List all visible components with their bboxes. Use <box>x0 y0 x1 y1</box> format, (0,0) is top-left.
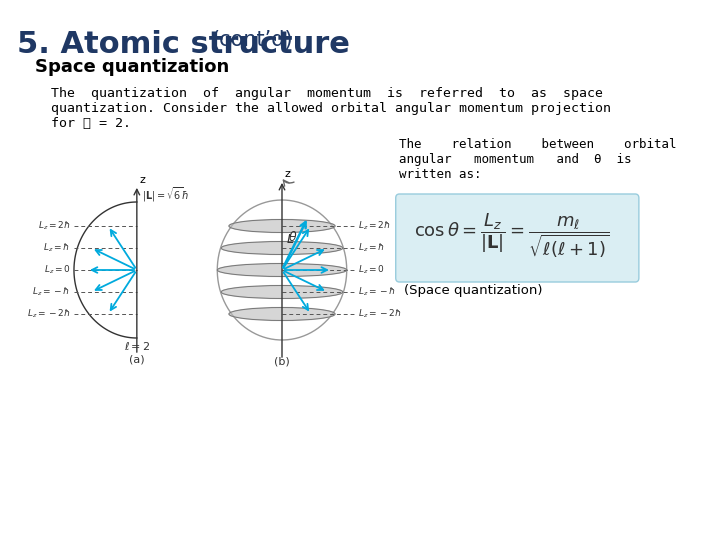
Text: $L_z=2\hbar$: $L_z=2\hbar$ <box>358 220 390 232</box>
Text: quantization. Consider the allowed orbital angular momentum projection: quantization. Consider the allowed orbit… <box>51 102 611 115</box>
Text: (Space quantization): (Space quantization) <box>404 284 543 297</box>
Text: (cont’d): (cont’d) <box>211 30 292 50</box>
Text: $L$: $L$ <box>286 233 294 246</box>
Text: z: z <box>285 169 291 179</box>
Text: The  quantization  of  angular  momentum  is  referred  to  as  space: The quantization of angular momentum is … <box>51 87 603 100</box>
Text: $L_z=-2\hbar$: $L_z=-2\hbar$ <box>358 308 401 320</box>
Ellipse shape <box>221 241 343 254</box>
Text: 5. Atomic structure: 5. Atomic structure <box>17 30 349 59</box>
Text: $L_z=\hbar$: $L_z=\hbar$ <box>43 242 71 254</box>
Ellipse shape <box>229 219 335 233</box>
Text: for ℓ = 2.: for ℓ = 2. <box>51 117 131 130</box>
Ellipse shape <box>221 286 343 299</box>
Text: $|\mathbf{L}|=\sqrt{6}\hbar$: $|\mathbf{L}|=\sqrt{6}\hbar$ <box>143 186 189 205</box>
Text: $L_z=0$: $L_z=0$ <box>43 264 71 276</box>
Text: written as:: written as: <box>400 168 482 181</box>
Text: $L_z=\hbar$: $L_z=\hbar$ <box>358 242 384 254</box>
Text: (a): (a) <box>129 354 145 364</box>
Text: $L_z=2\hbar$: $L_z=2\hbar$ <box>37 220 71 232</box>
Text: z: z <box>140 175 145 185</box>
Text: $L_z=-\hbar$: $L_z=-\hbar$ <box>358 286 396 298</box>
Text: $\theta$: $\theta$ <box>289 230 298 244</box>
Text: The    relation    between    orbital: The relation between orbital <box>400 138 677 151</box>
Ellipse shape <box>217 264 347 276</box>
Text: $\ell = 2$: $\ell = 2$ <box>124 340 150 352</box>
Text: $L_z=0$: $L_z=0$ <box>358 264 384 276</box>
Text: (b): (b) <box>274 356 290 366</box>
FancyBboxPatch shape <box>396 194 639 282</box>
Text: $L_z=-2\hbar$: $L_z=-2\hbar$ <box>27 308 71 320</box>
Ellipse shape <box>229 307 335 321</box>
Text: angular   momentum   and  θ  is: angular momentum and θ is <box>400 153 632 166</box>
Text: Space quantization: Space quantization <box>35 58 230 76</box>
Text: $\cos\theta = \dfrac{L_z}{|\mathbf{L}|} = \dfrac{m_\ell}{\sqrt{\ell(\ell+1)}}$: $\cos\theta = \dfrac{L_z}{|\mathbf{L}|} … <box>414 212 610 260</box>
Text: $L_z=-\hbar$: $L_z=-\hbar$ <box>32 286 71 298</box>
